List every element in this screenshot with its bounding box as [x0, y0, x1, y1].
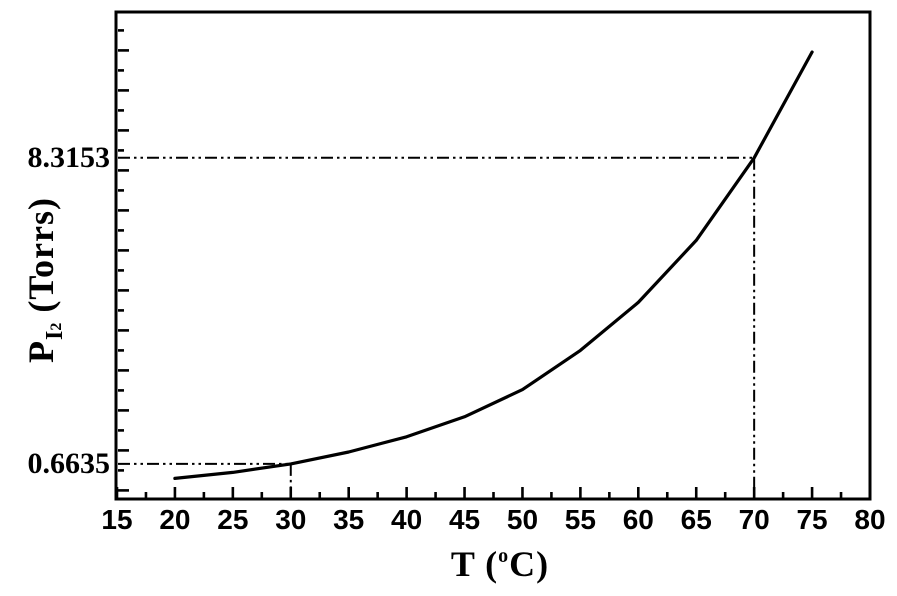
crosshair-lines [118, 156, 756, 498]
x-tick-label: 55 [564, 504, 596, 535]
y-axis-subsubscript: 2 [48, 322, 65, 331]
y-value-label-lower: 0.6635 [27, 446, 111, 480]
x-tick-label: 15 [101, 504, 133, 535]
x-axis-title-unit: C) [509, 544, 550, 584]
plot-border [114, 10, 872, 501]
y-axis-subscript: I [42, 330, 68, 340]
x-tick-label: 65 [680, 504, 712, 535]
y-value-label-upper: 8.3153 [27, 140, 111, 174]
degree-superscript: o [498, 545, 510, 567]
x-tick-label: 50 [506, 504, 539, 535]
x-tick-label: 20 [159, 504, 191, 535]
axis-ticks [115, 29, 872, 498]
x-tick-label: 80 [854, 504, 886, 535]
y-axis-unit: (Torrs) [21, 197, 61, 323]
x-tick-label: 45 [448, 504, 481, 535]
x-tick-label: 35 [333, 504, 365, 535]
y-axis-title: PI2 (Torrs) [20, 130, 76, 430]
x-axis-title-text: T ( [450, 544, 499, 584]
y-axis-symbol: P [21, 340, 61, 363]
x-tick-label: 60 [622, 504, 654, 535]
x-tick-label: 25 [217, 504, 249, 535]
curve-line [173, 50, 814, 480]
x-tick-label: 75 [796, 504, 828, 535]
x-tick-label: 70 [738, 504, 770, 535]
x-tick-label: 40 [391, 504, 423, 535]
x-axis-title: T (oC) [350, 543, 650, 585]
vapor-pressure-curve [173, 50, 814, 480]
x-tick-label: 30 [275, 504, 307, 535]
